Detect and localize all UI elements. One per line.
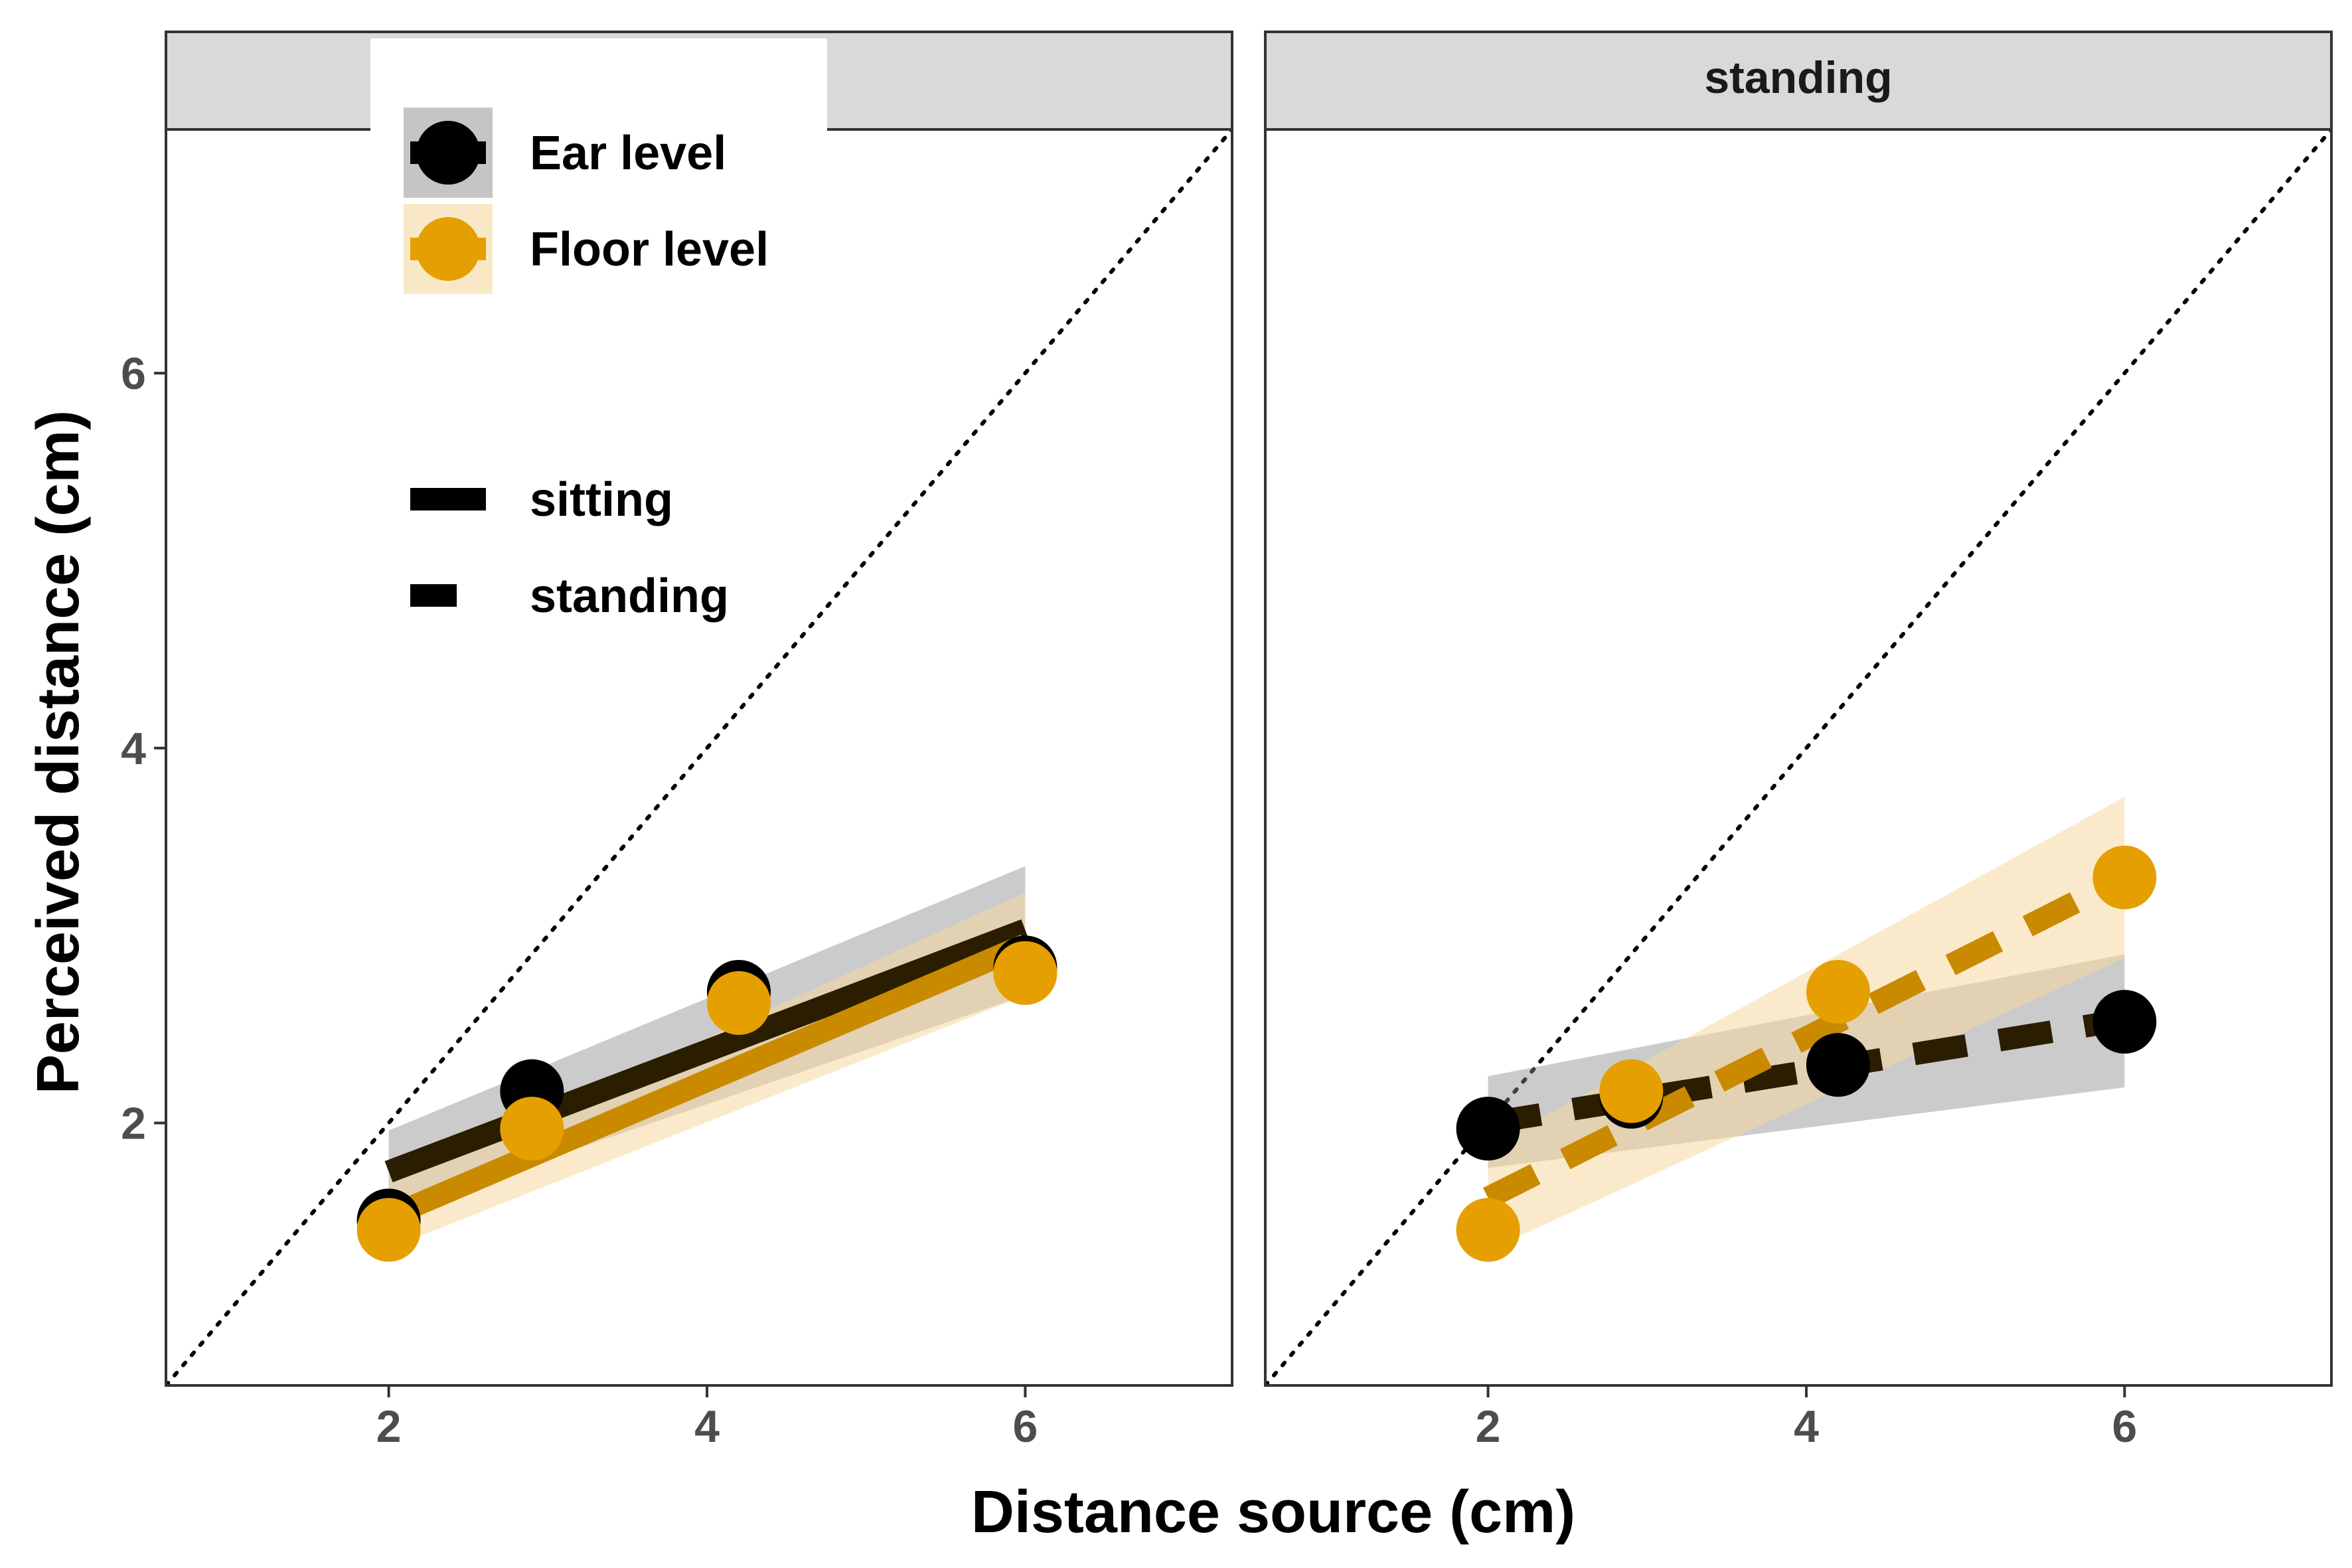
panel-2: standing 2 4 6 [1264,31,2333,1452]
ear-fit-line [1486,1008,2127,1135]
floor-data-point [1599,1059,1664,1123]
x-tick-label: 6 [1012,1401,1038,1452]
legend-swatch-point [416,121,480,185]
floor-fit-line [384,934,1030,1227]
legend-item-standing: standing [410,570,729,623]
legend-label: sitting [530,473,673,526]
legend-swatch-point [416,217,480,281]
panel-border [1264,128,2333,1387]
floor-data-point [2092,845,2157,909]
panel-1: 2 4 6 2 4 6 [121,31,1233,1452]
floor-data-point [993,941,1058,1005]
ear-fit-line [384,919,1030,1182]
plot-area [1265,129,2331,1385]
y-axis-title: Perceived distance (cm) [25,410,92,1094]
x-tick-label: 2 [376,1401,402,1452]
floor-data-point [1806,959,1870,1024]
panels-layer: 2 4 6 2 4 6 standing 2 4 6 [121,31,2333,1452]
y-tick-label: 2 [121,1099,146,1149]
floor-data-point [356,1198,421,1262]
facet-strip-label: standing [1704,52,1892,103]
y-tick-label: 4 [121,724,146,774]
x-tick-label: 4 [1794,1401,1819,1452]
legend-item-sitting: sitting [410,473,673,526]
identity-reference-line [1265,129,2331,1385]
ear-data-point [1806,1033,1870,1097]
x-tick-label: 4 [694,1401,720,1452]
y-tick-label: 6 [121,349,146,399]
legend: Ear level Floor level sitting standing [370,39,827,623]
floor-data-point [706,971,771,1035]
legend-label: Ear level [530,127,726,180]
x-tick-label: 6 [2112,1401,2137,1452]
facet-strip [1264,31,2333,131]
x-tick-label: 2 [1476,1401,1501,1452]
floor-confidence-band [1488,797,2125,1251]
legend-label: standing [530,570,729,623]
floor-fit-line [1482,867,2130,1208]
identity-reference-line [166,129,1232,1385]
ear-data-point [2092,990,2157,1054]
legend-item-floor: Floor level [404,204,769,294]
floor-data-point [500,1097,564,1161]
floor-data-point [1456,1198,1520,1262]
legend-label: Floor level [530,223,769,276]
x-axis-title: Distance source (cm) [971,1479,1575,1545]
legend-item-ear: Ear level [404,108,726,198]
ear-data-point [1456,1097,1520,1161]
plot-area [166,129,1232,1385]
